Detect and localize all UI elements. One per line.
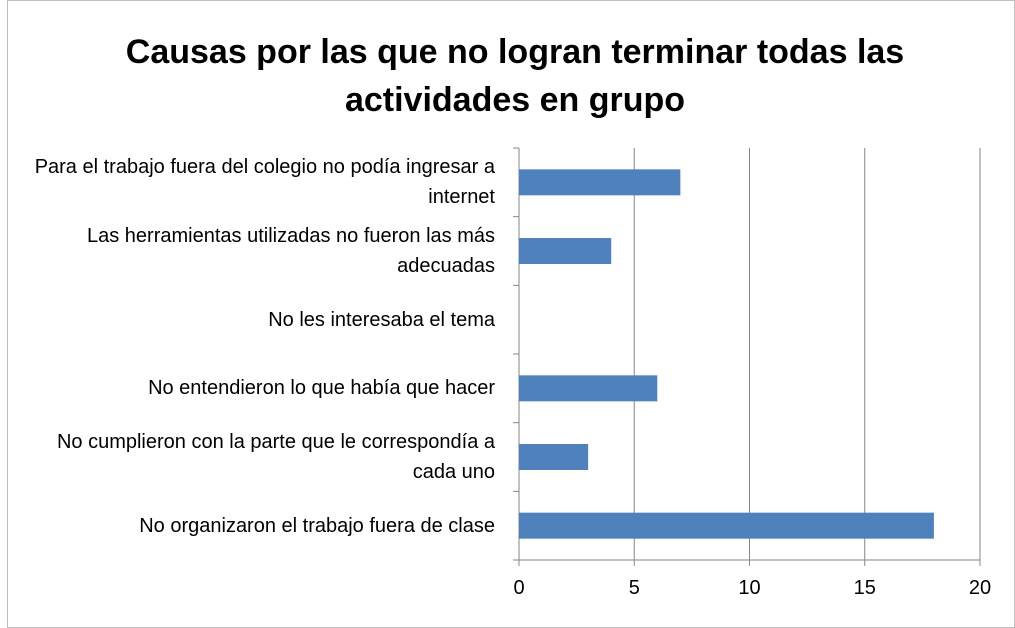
y-tick-label: No organizaron el trabajo fuera de clase — [139, 514, 495, 537]
x-tick-label: 10 — [738, 577, 760, 599]
bar — [519, 169, 681, 196]
bar — [519, 375, 658, 402]
y-tick-label: Las herramientas utilizadas no fueron la… — [87, 225, 495, 277]
x-tick-label: 0 — [513, 577, 524, 599]
x-tick-label: 15 — [854, 577, 876, 599]
x-tick-label: 20 — [969, 577, 991, 599]
chart-title: Causas por las que no logran terminar to… — [125, 33, 905, 119]
y-tick-label: No entendieron lo que había que hacer — [148, 377, 495, 400]
y-tick-label: No cumplieron con la parte que le corres… — [56, 431, 495, 483]
x-tick-label: 5 — [629, 577, 640, 599]
y-tick-label: No les interesaba el tema — [268, 308, 495, 331]
y-tick-label: Para el trabajo fuera del colegio no pod… — [34, 156, 495, 209]
bar — [519, 238, 612, 264]
bar — [519, 512, 934, 539]
bar — [519, 444, 589, 470]
